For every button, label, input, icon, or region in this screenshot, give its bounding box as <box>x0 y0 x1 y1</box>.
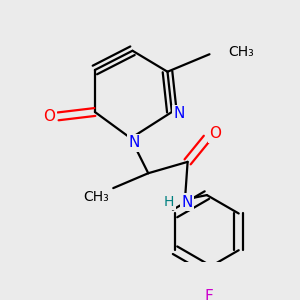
Text: F: F <box>204 289 213 300</box>
Text: CH₃: CH₃ <box>229 45 254 58</box>
Text: N: N <box>173 106 184 121</box>
Text: O: O <box>210 126 222 141</box>
Text: CH₃: CH₃ <box>83 190 109 204</box>
Text: O: O <box>44 109 56 124</box>
Text: H: H <box>164 195 175 209</box>
Text: N: N <box>181 195 192 210</box>
Text: N: N <box>129 135 140 150</box>
